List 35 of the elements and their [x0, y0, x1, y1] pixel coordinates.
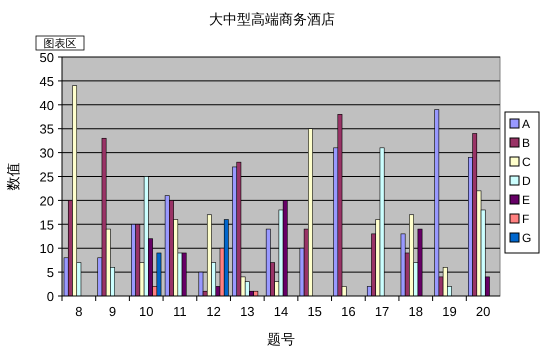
x-tick-label: 9	[108, 304, 116, 319]
y-tick-label: 40	[40, 98, 54, 113]
y-tick-label: 45	[40, 74, 54, 89]
text: 图表区	[44, 37, 76, 50]
y-axis-title: 数值	[5, 162, 21, 190]
x-tick-label: 8	[75, 304, 82, 319]
legend-label: D	[522, 174, 531, 188]
y-tick-label: 25	[40, 170, 54, 184]
legend-label: A	[522, 117, 530, 131]
x-axis-title: 题号	[267, 331, 295, 347]
x-tick-label: 12	[206, 304, 221, 319]
x-tick-label: 18	[408, 304, 424, 319]
x-tick-label: 15	[307, 304, 322, 319]
x-tick-label: 11	[173, 304, 187, 319]
x-tick-label: 14	[274, 304, 288, 319]
y-tick-label: 20	[40, 193, 54, 208]
y-tick-label: 35	[40, 122, 54, 137]
y-tick-label: 15	[40, 217, 54, 232]
legend-label: B	[522, 136, 530, 150]
legend-label: G	[522, 231, 532, 245]
x-tick-label: 16	[341, 304, 356, 319]
legend-label: E	[522, 193, 530, 207]
x-tick-label: 17	[374, 304, 390, 319]
legend-label: C	[522, 155, 531, 169]
x-tick-label: 20	[476, 304, 490, 319]
x-tick-label: 19	[442, 304, 457, 319]
y-tick-label: 10	[40, 241, 54, 256]
legend-label: F	[522, 212, 530, 226]
y-tick-label: 50	[40, 50, 54, 65]
x-tick-label: 10	[138, 304, 154, 319]
x-tick-label: 13	[240, 304, 255, 319]
y-tick-label: 5	[46, 265, 54, 280]
y-tick-label: 0	[46, 289, 54, 304]
y-tick-label: 30	[40, 146, 54, 161]
chart-title: 大中型高端商务酒店	[209, 11, 335, 27]
